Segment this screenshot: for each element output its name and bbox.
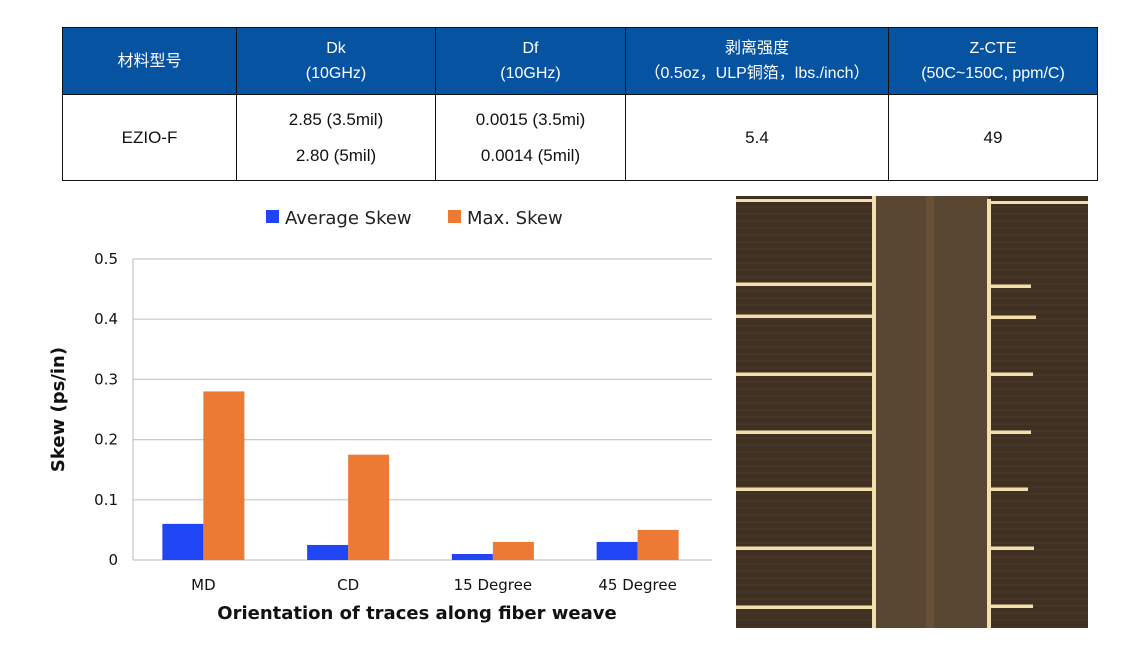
x-tick-label: 45 Degree (598, 576, 676, 594)
left-trace-line (736, 605, 874, 609)
legend-label: Max. Skew (467, 208, 563, 229)
left-trace-line (736, 314, 874, 318)
header-zcte: Z-CTE (50C~150C, ppm/C) (888, 27, 1098, 95)
cell-material: EZIO-F (62, 94, 237, 181)
header-text: 剥离强度 (724, 40, 789, 57)
cell-zcte: 49 (888, 94, 1098, 181)
legend-label: Average Skew (285, 208, 412, 229)
left-trace-line (736, 487, 874, 491)
df-value: 0.0014 (5mil) (480, 145, 581, 165)
right-trace-stub (989, 546, 1034, 550)
header-df: Df (10GHz) (435, 27, 626, 95)
header-subtext: (10GHz) (500, 65, 561, 82)
x-axis-title: Orientation of traces along fiber weave (217, 603, 616, 624)
dk-value: 2.85 (3.5mil) (288, 109, 384, 129)
bar-max-skew-md (203, 391, 245, 560)
legend-swatch (448, 210, 461, 223)
bar-average-skew-md (162, 523, 204, 560)
bar-average-skew-45-degree (596, 541, 638, 560)
bar-average-skew-cd (307, 544, 349, 560)
header-text: Dk (326, 40, 346, 57)
cell-df: 0.0015 (3.5mi) 0.0014 (5mil) (435, 94, 626, 181)
cell-peel: 5.4 (625, 94, 889, 181)
x-tick-label: CD (337, 576, 359, 594)
bar-max-skew-cd (348, 454, 390, 560)
cell-dk: 2.85 (3.5mil) 2.80 (5mil) (236, 94, 436, 181)
right-trace-stub (989, 604, 1033, 608)
y-tick-label: 0.2 (94, 431, 118, 449)
y-tick-label: 0.1 (94, 491, 118, 509)
bar-max-skew-15-degree (492, 541, 534, 560)
left-trace-line (736, 282, 874, 286)
y-axis-title: Skew (ps/in) (48, 347, 69, 472)
left-trace-line (736, 372, 874, 376)
table-row: EZIO-F 2.85 (3.5mil) 2.80 (5mil) 0.0015 (… (62, 94, 1098, 181)
header-peel-strength: 剥离强度 （0.5oz，ULP铜箔，lbs./inch） (625, 27, 889, 95)
dk-value: 2.80 (5mil) (295, 145, 377, 165)
y-tick-label: 0.5 (94, 250, 118, 268)
y-tick-label: 0 (108, 551, 118, 569)
bar-average-skew-15-degree (451, 553, 493, 560)
header-text: Z-CTE (969, 40, 1017, 57)
header-text: 材料型号 (117, 52, 182, 70)
legend-swatch (266, 210, 279, 223)
header-dk: Dk (10GHz) (236, 27, 436, 95)
bar-max-skew-45-degree (637, 529, 679, 560)
table-header-row: 材料型号 Dk (10GHz) Df (10GHz) 剥离强度 （0.5oz，ULP铜… (62, 27, 1098, 95)
y-tick-label: 0.4 (94, 310, 118, 328)
header-subtext: （0.5oz，ULP铜箔，lbs./inch） (644, 65, 870, 82)
header-text: Df (522, 40, 539, 57)
right-trace-stub (989, 487, 1028, 491)
header-subtext: (10GHz) (305, 65, 367, 82)
material-properties-table: 材料型号 Dk (10GHz) Df (10GHz) 剥离强度 （0.5oz，ULP铜… (62, 27, 1098, 181)
right-trace-stub (989, 430, 1031, 434)
header-subtext: (50C~150C, ppm/C) (921, 65, 1065, 82)
header-material: 材料型号 (62, 27, 237, 95)
skew-bar-chart: 0 0.1 0.2 0.3 0.4 0.5 MD CD 15 Degree 45 Degree Or… (48, 208, 712, 624)
right-trace-stub (989, 315, 1036, 319)
y-tick-label: 0.3 (94, 370, 118, 388)
pcb-trace-micrograph (736, 196, 1088, 628)
left-trace-line (736, 546, 874, 550)
x-tick-label: 15 Degree (454, 576, 532, 594)
right-trace-stub (989, 372, 1033, 376)
x-tick-label: MD (191, 576, 216, 594)
right-trace-stub (989, 284, 1031, 288)
df-value: 0.0015 (3.5mi) (475, 109, 586, 129)
left-trace-line (736, 430, 874, 434)
